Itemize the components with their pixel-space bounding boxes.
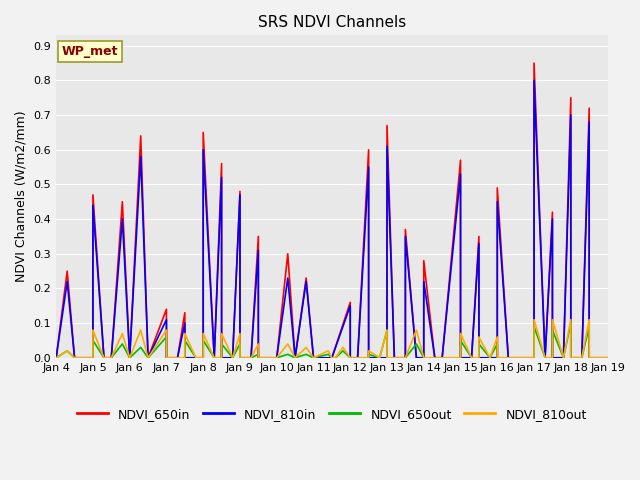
Title: SRS NDVI Channels: SRS NDVI Channels	[258, 15, 406, 30]
Legend: NDVI_650in, NDVI_810in, NDVI_650out, NDVI_810out: NDVI_650in, NDVI_810in, NDVI_650out, NDV…	[72, 403, 592, 426]
Y-axis label: NDVI Channels (W/m2/mm): NDVI Channels (W/m2/mm)	[15, 111, 28, 282]
Text: WP_met: WP_met	[61, 45, 118, 58]
